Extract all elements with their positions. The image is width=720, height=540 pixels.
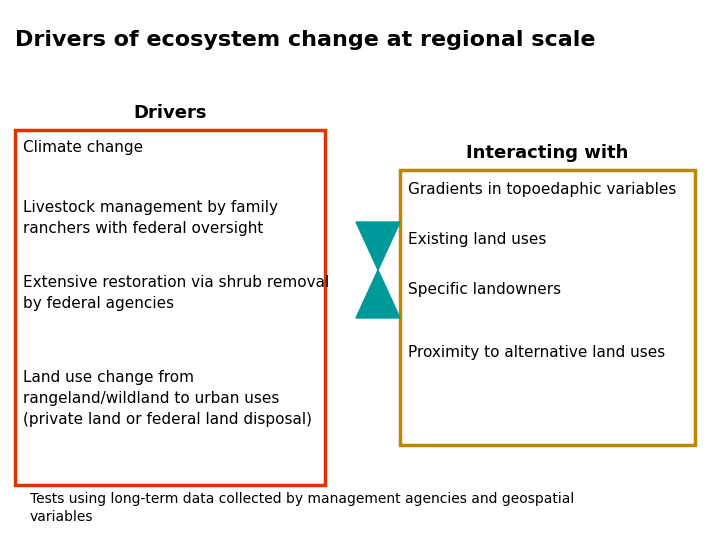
- Text: Gradients in topoedaphic variables: Gradients in topoedaphic variables: [408, 182, 676, 197]
- Text: Drivers: Drivers: [133, 104, 207, 122]
- Text: Extensive restoration via shrub removal
by federal agencies: Extensive restoration via shrub removal …: [23, 275, 329, 311]
- Text: Land use change from
rangeland/wildland to urban uses
(private land or federal l: Land use change from rangeland/wildland …: [23, 370, 312, 427]
- Polygon shape: [356, 222, 400, 270]
- Polygon shape: [356, 270, 400, 318]
- Text: Interacting with: Interacting with: [467, 144, 629, 162]
- Text: Livestock management by family
ranchers with federal oversight: Livestock management by family ranchers …: [23, 200, 278, 236]
- Text: Tests using long-term data collected by management agencies and geospatial
varia: Tests using long-term data collected by …: [30, 492, 575, 524]
- Bar: [15, 130, 325, 485]
- Text: Proximity to alternative land uses: Proximity to alternative land uses: [408, 345, 665, 360]
- Text: Climate change: Climate change: [23, 140, 143, 155]
- Text: Existing land uses: Existing land uses: [408, 232, 546, 247]
- Text: Specific landowners: Specific landowners: [408, 282, 561, 297]
- Text: Drivers of ecosystem change at regional scale: Drivers of ecosystem change at regional …: [15, 30, 595, 50]
- Bar: [400, 170, 695, 445]
